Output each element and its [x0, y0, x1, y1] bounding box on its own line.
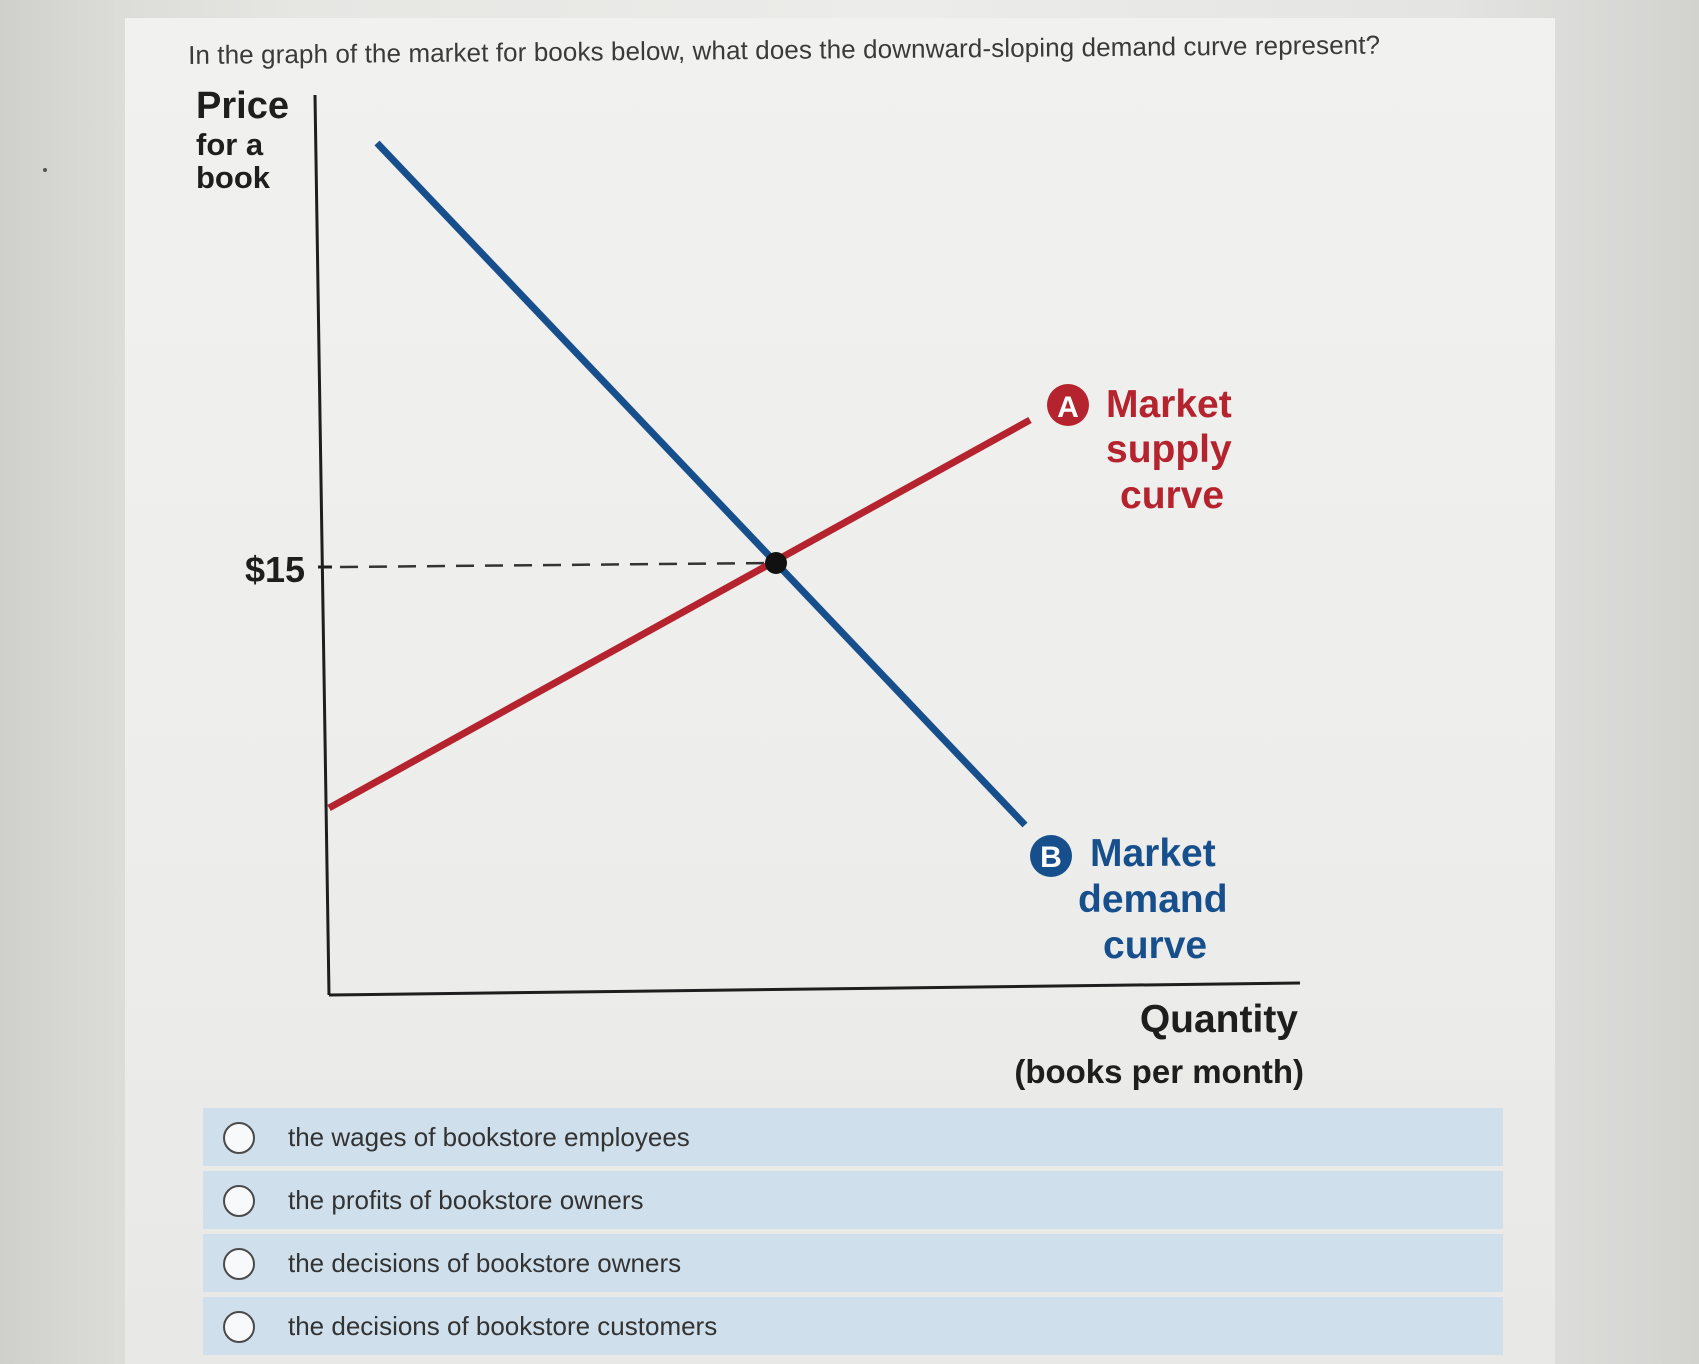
answer-options: the wages of bookstore employees the pro… — [203, 1108, 1503, 1360]
option-label: the decisions of bookstore customers — [288, 1311, 718, 1341]
x-axis-subtitle: (books per month) — [1014, 1053, 1304, 1090]
option-label: the wages of bookstore employees — [288, 1122, 690, 1152]
x-axis-title: Quantity — [1140, 998, 1298, 1041]
option-owner-decisions[interactable]: the decisions of bookstore owners — [203, 1234, 1503, 1292]
marker-b-letter: B — [1040, 841, 1062, 874]
marker-b-badge — [1030, 835, 1072, 877]
marker-a-letter: A — [1057, 391, 1079, 424]
price-tick-label: $15 — [245, 549, 305, 590]
y-axis-subtitle-line2: book — [196, 160, 271, 195]
option-label: the decisions of bookstore owners — [288, 1248, 682, 1278]
option-customer-decisions[interactable]: the decisions of bookstore customers — [203, 1297, 1503, 1355]
supply-curve-label: A Market supply curve — [1047, 383, 1232, 517]
y-axis-line — [313, 94, 331, 996]
supply-label-line1: Market — [1106, 383, 1232, 426]
radio-button[interactable] — [223, 1122, 255, 1154]
marker-a-badge — [1047, 384, 1089, 426]
supply-curve — [327, 416, 1032, 812]
supply-label-line3: curve — [1120, 474, 1224, 517]
equilibrium-point — [765, 552, 787, 574]
equilibrium-price-dashed-line — [339, 561, 771, 569]
radio-button[interactable] — [223, 1248, 255, 1280]
radio-button[interactable] — [223, 1311, 255, 1343]
option-label: the profits of bookstore owners — [288, 1185, 644, 1215]
demand-label-line1: Market — [1090, 832, 1216, 875]
supply-label-line2: supply — [1106, 428, 1232, 471]
demand-curve — [374, 140, 1028, 828]
x-axis-line — [328, 981, 1301, 997]
demand-label-line3: curve — [1103, 924, 1207, 967]
y-axis-subtitle-line1: for a — [196, 127, 264, 162]
stray-dot — [43, 168, 47, 172]
option-profits[interactable]: the profits of bookstore owners — [203, 1171, 1503, 1229]
demand-label-line2: demand — [1078, 878, 1228, 921]
y-axis-title: Price — [196, 85, 289, 127]
radio-button[interactable] — [223, 1185, 255, 1217]
demand-curve-label: B Market demand curve — [1030, 832, 1228, 967]
option-wages[interactable]: the wages of bookstore employees — [203, 1108, 1503, 1166]
